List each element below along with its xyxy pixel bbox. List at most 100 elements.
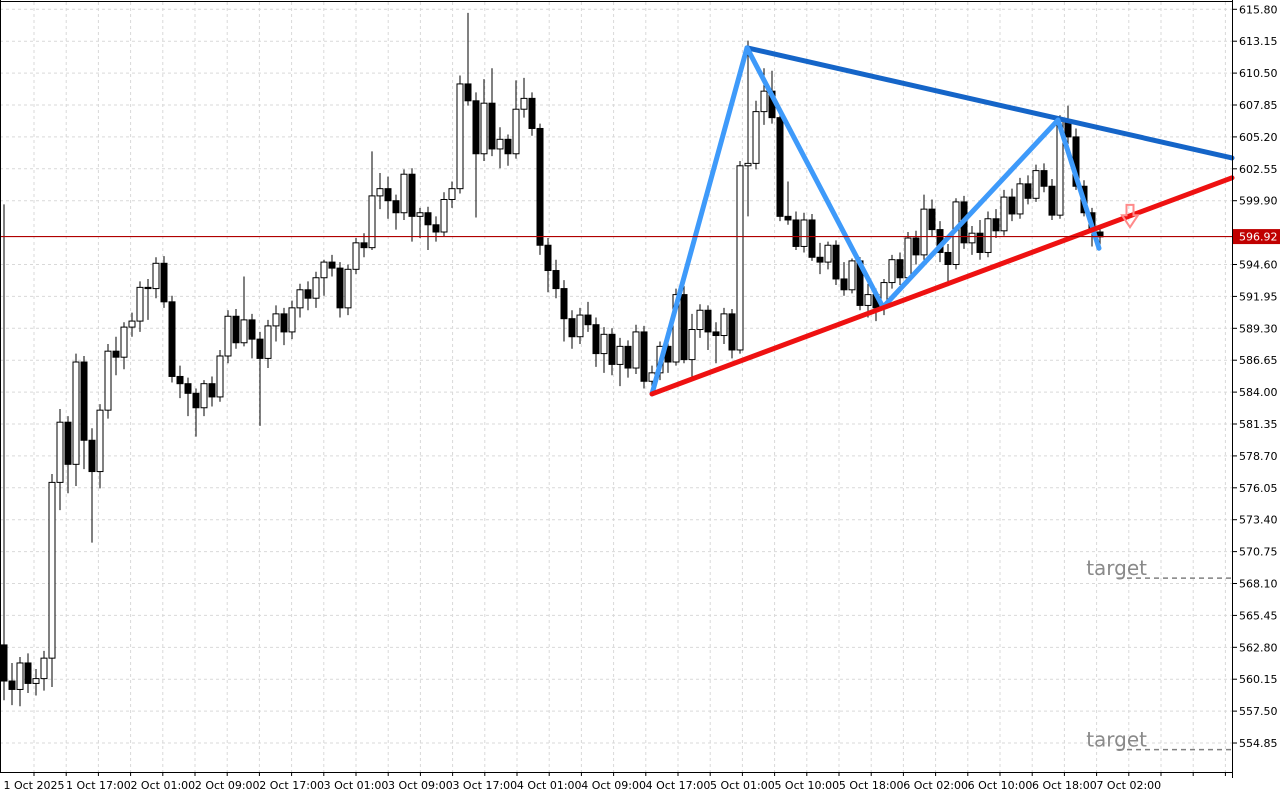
candlestick — [112, 336, 120, 376]
candle-body-bullish — [32, 678, 40, 684]
candlestick — [752, 100, 760, 170]
candlestick — [456, 75, 464, 194]
candle-body-bullish — [272, 313, 280, 327]
candlestick — [224, 310, 232, 364]
candle-body-bullish — [368, 195, 376, 249]
candle-body-bearish — [928, 208, 936, 231]
candlestick — [784, 181, 792, 225]
candlestick — [368, 151, 376, 251]
candlestick — [32, 668, 40, 696]
price-axis-label: 613.15 — [1239, 35, 1278, 48]
candlestick — [944, 244, 952, 287]
candle-body-bearish — [504, 138, 512, 155]
candlestick — [56, 408, 64, 511]
candle-body-bullish — [984, 218, 992, 253]
price-axis-label: 570.75 — [1239, 546, 1278, 559]
time-axis-label: 3 Oct 01:00 — [324, 779, 389, 792]
candle-body-bullish — [632, 331, 640, 369]
candlestick — [464, 12, 472, 106]
candlestick — [792, 211, 800, 251]
candle-body-bearish — [896, 259, 904, 279]
candlestick — [352, 238, 360, 275]
price-axis-label: 602.55 — [1239, 163, 1278, 176]
candlestick — [992, 209, 1000, 239]
candle-body-bullish — [152, 262, 160, 290]
candle-body-bullish — [456, 83, 464, 190]
candle-body-bearish — [528, 97, 536, 129]
candlestick — [816, 242, 824, 275]
candlestick — [184, 377, 192, 417]
candle-body-bullish — [120, 326, 128, 358]
candle-body-bullish — [416, 212, 424, 217]
candle-body-bullish — [1032, 170, 1040, 199]
candle-body-bearish — [1040, 170, 1048, 187]
candlestick — [344, 264, 352, 316]
candle-body-bearish — [8, 680, 16, 690]
candlestick — [416, 207, 424, 239]
candlestick — [384, 176, 392, 219]
candle-body-bearish — [712, 331, 720, 337]
candle-body-bearish — [248, 319, 256, 340]
candle-body-bearish — [544, 244, 552, 272]
candle-body-bearish — [912, 237, 920, 256]
candle-body-bullish — [440, 199, 448, 233]
candlestick — [160, 256, 168, 308]
price-axis-label: 560.15 — [1239, 673, 1278, 686]
price-axis-label: 615.80 — [1239, 3, 1278, 16]
candlestick — [728, 309, 736, 359]
candlestick — [104, 343, 112, 419]
candle-body-bullish — [128, 320, 136, 328]
candlestick — [376, 173, 384, 210]
descending-resistance-line[interactable] — [744, 45, 1235, 161]
candlestick — [80, 355, 88, 470]
candle-body-bearish — [792, 219, 800, 247]
candlestick — [688, 313, 696, 379]
candle-body-bullish — [352, 242, 360, 270]
candle-body-bearish — [1024, 183, 1032, 199]
target-label[interactable]: target — [1086, 556, 1147, 580]
ascending-support-line[interactable] — [649, 175, 1235, 397]
candlestick — [136, 281, 144, 332]
time-axis-label: 3 Oct 17:00 — [452, 779, 517, 792]
candle-body-bearish — [568, 318, 576, 338]
time-axis-label: 2 Oct 09:00 — [195, 779, 260, 792]
candle-body-bullish — [104, 350, 112, 411]
candle-body-bearish — [776, 117, 784, 217]
candlestick — [1008, 188, 1016, 222]
candle-body-bearish — [144, 286, 152, 290]
candle-body-bullish — [576, 314, 584, 338]
price-axis-label: 589.30 — [1239, 322, 1278, 335]
candle-body-bearish — [592, 324, 600, 355]
candle-body-bearish — [328, 261, 336, 269]
candle-body-bullish — [344, 268, 352, 309]
candle-body-bearish — [112, 350, 120, 358]
time-axis-label: 4 Oct 01:00 — [517, 779, 582, 792]
candle-body-bullish — [240, 319, 248, 344]
candlestick — [560, 280, 568, 342]
candle-body-bearish — [640, 331, 648, 382]
candle-body-bearish — [392, 200, 400, 214]
candlestick — [192, 388, 200, 437]
candle-body-bullish — [448, 188, 456, 201]
candlestick — [824, 241, 832, 270]
candlestick — [304, 281, 312, 311]
candlestick — [472, 92, 480, 218]
candle-body-bullish — [904, 237, 912, 279]
candlestick — [280, 307, 288, 346]
candlestick — [568, 310, 576, 349]
candle-body-bearish — [432, 224, 440, 233]
candle-body-bearish — [408, 173, 416, 217]
current-price-badge-value: 596.92 — [1239, 231, 1278, 244]
candle-body-bearish — [832, 244, 840, 280]
candle-body-bearish — [1008, 196, 1016, 215]
candle-body-bearish — [816, 256, 824, 263]
candlestick — [600, 327, 608, 373]
price-axis-label: 607.85 — [1239, 99, 1278, 112]
time-axis-label: 5 Oct 18:00 — [839, 779, 904, 792]
candlestick — [608, 328, 616, 376]
candle-body-bearish — [424, 212, 432, 226]
target-label[interactable]: target — [1086, 728, 1147, 752]
candlestick — [712, 322, 720, 364]
sell-signal-arrow-icon[interactable] — [1120, 203, 1140, 229]
time-axis-label: 1 Oct 2025 — [3, 779, 64, 792]
